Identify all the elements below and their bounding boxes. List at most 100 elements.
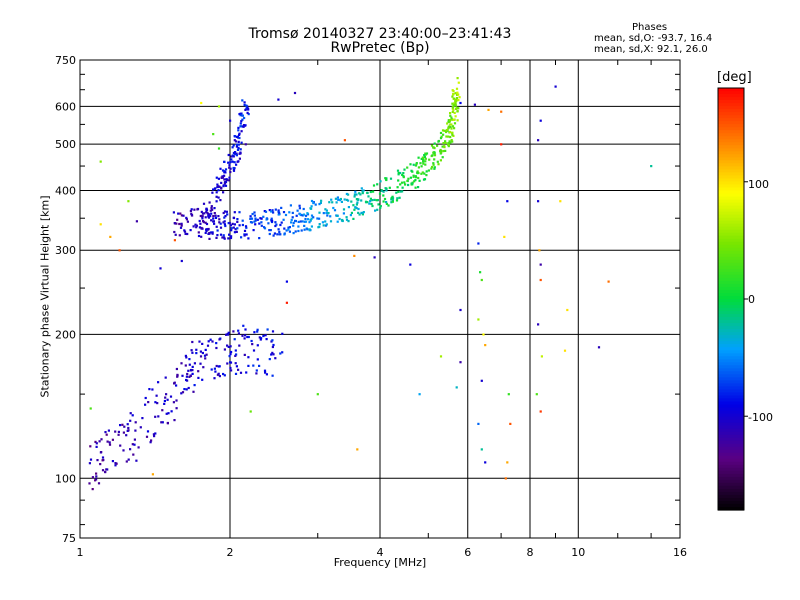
data-point (233, 223, 236, 226)
data-point (385, 202, 388, 205)
data-point (452, 108, 455, 111)
data-point (223, 237, 226, 240)
data-point (228, 233, 231, 236)
data-point (260, 224, 263, 227)
data-point (262, 334, 265, 338)
data-point (418, 179, 421, 182)
data-point (441, 156, 444, 159)
data-point (187, 386, 190, 390)
colorbar-band (718, 377, 744, 381)
colorbar-band (718, 416, 744, 421)
colorbar-band (718, 103, 744, 107)
data-point (457, 81, 460, 84)
data-point (281, 332, 284, 335)
data-point (225, 333, 228, 336)
colorbar-band (718, 226, 744, 231)
stats-o-mode: mean, sd,O: -93.7, 16.4 (594, 33, 713, 44)
data-point (214, 370, 217, 373)
data-point (451, 132, 454, 135)
data-point (298, 207, 301, 210)
data-point (353, 195, 356, 198)
data-point (265, 373, 268, 376)
data-point (232, 330, 235, 333)
colorbar-band (718, 244, 744, 249)
data-point (453, 127, 456, 130)
data-point (101, 456, 105, 459)
data-point (354, 206, 357, 209)
data-point (347, 206, 350, 209)
data-point (451, 110, 454, 113)
data-point (195, 348, 198, 351)
data-point (444, 141, 447, 145)
data-point (271, 339, 274, 342)
data-point (350, 200, 353, 203)
data-point (597, 346, 601, 349)
data-point (260, 217, 263, 220)
data-point (322, 212, 325, 215)
colorbar-band (718, 148, 744, 152)
colorbar-unit: [deg] (717, 70, 752, 85)
data-point (439, 355, 443, 358)
colorbar-band (718, 163, 744, 167)
x-tick-label: 6 (464, 546, 471, 559)
data-point (358, 213, 361, 216)
colorbar-band (718, 181, 744, 186)
colorbar-band (718, 332, 744, 336)
colorbar-band (718, 139, 744, 143)
data-point (409, 163, 412, 166)
data-point (357, 207, 360, 211)
data-point (217, 147, 221, 150)
data-point (148, 388, 151, 391)
colorbar-band (718, 253, 744, 258)
colorbar-band (718, 374, 744, 378)
colorbar-band (718, 88, 744, 92)
data-point (310, 199, 314, 203)
data-point (241, 125, 244, 128)
data-point (433, 142, 436, 145)
data-point (302, 207, 305, 211)
data-point (192, 225, 195, 228)
colorbar-band (718, 145, 744, 149)
data-point (222, 221, 225, 224)
data-point (450, 123, 453, 126)
data-point (204, 216, 207, 219)
data-point (105, 468, 108, 471)
data-point (283, 232, 286, 235)
data-point (291, 211, 294, 214)
data-point (111, 460, 114, 463)
colorbar-band (718, 91, 744, 95)
data-point (349, 214, 352, 217)
data-point (506, 200, 509, 203)
data-point (204, 357, 207, 360)
colorbar-band (718, 308, 744, 312)
data-point (297, 220, 300, 223)
data-point (236, 220, 239, 223)
data-point (342, 208, 346, 211)
data-point (437, 163, 440, 166)
data-point (223, 348, 226, 351)
data-point (169, 395, 173, 398)
data-point (154, 415, 157, 418)
data-point (240, 130, 243, 133)
colorbar-band (718, 431, 744, 436)
grid-lines (80, 60, 680, 538)
data-point (108, 441, 111, 444)
data-point (224, 181, 228, 184)
data-point (403, 168, 406, 171)
data-point (373, 256, 376, 259)
data-point (224, 168, 228, 171)
data-point (219, 167, 222, 170)
data-point (216, 229, 219, 232)
data-point (295, 214, 298, 217)
x-axis-label: Frequency [MHz] (333, 556, 427, 569)
data-point (197, 376, 200, 379)
colorbar-band (718, 250, 744, 255)
data-point (207, 340, 210, 343)
data-point (414, 179, 417, 182)
data-point (446, 122, 449, 125)
x-tick-label: 2 (227, 546, 234, 559)
data-point (154, 401, 157, 404)
data-point (422, 160, 425, 163)
data-point (258, 364, 261, 367)
data-point (176, 373, 179, 376)
